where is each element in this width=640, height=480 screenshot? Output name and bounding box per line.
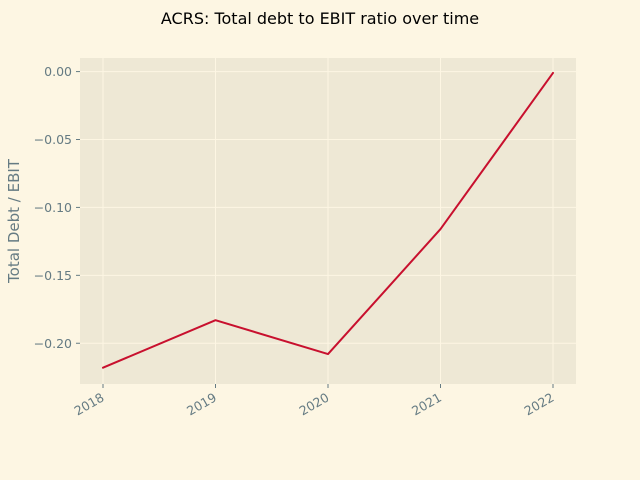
y-axis-ticks: 0.00 −0.05 −0.10 −0.15 −0.20 (34, 64, 80, 351)
chart-title: ACRS: Total debt to EBIT ratio over time (161, 9, 479, 28)
y-tick-label: −0.15 (34, 268, 72, 283)
y-tick-label: −0.10 (34, 200, 72, 215)
y-tick-label: −0.05 (34, 132, 72, 147)
y-tick-label: −0.20 (34, 336, 72, 351)
y-tick-label: 0.00 (44, 64, 72, 79)
series-group (102, 71, 554, 369)
series-line (102, 71, 554, 369)
y-axis-label: Total Debt / EBIT (5, 158, 23, 284)
